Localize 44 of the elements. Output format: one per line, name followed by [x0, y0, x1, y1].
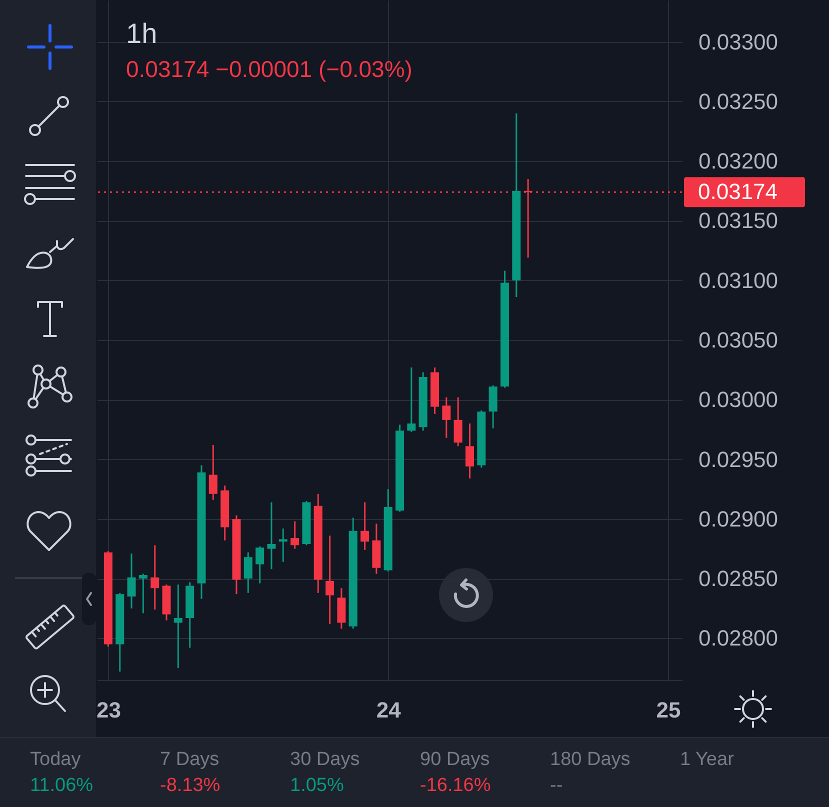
candlestick — [407, 366, 416, 433]
y-tick-label: 0.03050 — [698, 328, 778, 352]
candlestick — [454, 396, 462, 447]
y-tick-label: 0.02800 — [698, 626, 778, 651]
x-tick-label: 23 — [96, 698, 121, 722]
text: 180 Days — [550, 749, 630, 772]
y-tick-label: 0.02900 — [698, 506, 778, 532]
candlestick — [127, 552, 136, 610]
x-tick-label: 25 — [656, 698, 681, 722]
candlestick — [138, 573, 148, 614]
text: -- — [550, 775, 563, 798]
candlestick — [150, 544, 160, 610]
ref-line-label: 0.03174 — [698, 179, 778, 204]
text: 30 Days — [290, 749, 360, 772]
candlestick — [256, 546, 264, 584]
candlestick — [174, 584, 182, 669]
candlestick — [290, 520, 300, 550]
y-tick-label: 0.02950 — [698, 446, 778, 472]
candlestick — [326, 534, 334, 625]
candlestick — [278, 528, 288, 563]
x-tick-label: 24 — [376, 698, 402, 722]
y-tick-label: 0.03250 — [698, 88, 778, 114]
text: 1.05% — [290, 775, 344, 798]
y-tick-label: 0.03000 — [698, 387, 778, 412]
y-tick-label: 0.03300 — [698, 29, 778, 54]
y-tick-label: 0.02850 — [698, 566, 778, 592]
candlestick — [267, 501, 276, 570]
candlestick — [466, 422, 474, 480]
text: 0.03174 −0.00001 (−0.03%) — [126, 56, 412, 82]
candlestick — [442, 396, 451, 439]
text: 1 Year — [680, 749, 734, 772]
text: 11.06% — [30, 775, 94, 798]
text: 1h — [126, 18, 158, 49]
y-tick-label: 0.03200 — [698, 148, 778, 174]
candlestick — [244, 552, 252, 594]
text: Today — [30, 749, 81, 772]
candlestick — [208, 444, 218, 501]
text: 7 Days — [160, 749, 220, 772]
text: -8.13% — [160, 775, 220, 798]
text: 90 Days — [420, 749, 490, 772]
candlestick — [360, 501, 370, 551]
y-tick-label: 0.03150 — [698, 208, 778, 234]
y-tick-label: 0.03100 — [698, 268, 778, 293]
text: -16.16% — [420, 775, 491, 798]
